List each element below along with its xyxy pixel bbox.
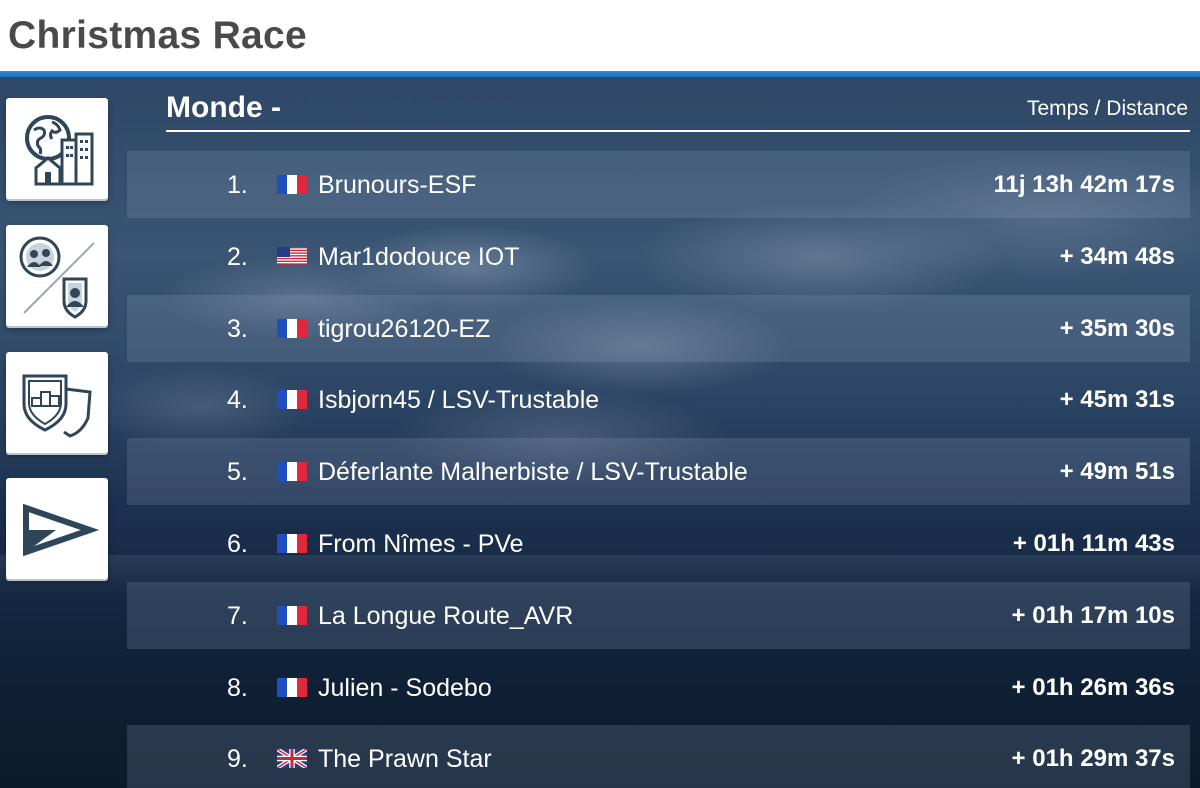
- rank-number: 8.: [227, 673, 248, 702]
- flag-us-icon: [277, 246, 307, 266]
- rank-number: 5.: [227, 458, 248, 487]
- flag-fr-icon: [277, 677, 307, 697]
- table-row[interactable]: 7. La Longue Route_AVR + 01h 17m 10s: [127, 581, 1190, 649]
- race-time: + 35m 30s: [1059, 314, 1175, 342]
- race-time: + 45m 31s: [1059, 386, 1175, 414]
- rank-number: 7.: [227, 601, 248, 630]
- table-row[interactable]: 8. Julien - Sodebo + 01h 26m 36s: [127, 654, 1190, 721]
- globe-city-icon: [25, 115, 94, 186]
- sidebar-button-race[interactable]: [6, 478, 108, 579]
- skipper-name: La Longue Route_AVR: [318, 601, 574, 630]
- sky-sea-background: [0, 77, 1200, 788]
- skipper-name: Isbjorn45 / LSV-Trustable: [318, 386, 600, 415]
- table-row[interactable]: 9. The Prawn Star + 01h 29m 37s: [127, 725, 1190, 788]
- race-time: 11j 13h 42m 17s: [993, 171, 1175, 198]
- leaderboard-header: Monde - 25 142 skippers Temps / Distance: [166, 88, 1190, 132]
- rank-number: 3.: [227, 314, 248, 343]
- table-row[interactable]: 5. Déferlante Malherbiste / LSV-Trustabl…: [127, 438, 1190, 506]
- horizon: [0, 555, 1200, 595]
- skipper-name: From Nîmes - PVe: [318, 530, 524, 558]
- sidebar-button-friends-team[interactable]: [6, 225, 108, 326]
- sort-mode-label[interactable]: Temps / Distance: [1026, 97, 1188, 120]
- leaderboard-scope: Monde -: [166, 91, 290, 124]
- rank-number: 1.: [227, 171, 248, 199]
- flag-fr-icon: [277, 534, 307, 553]
- rank-number: 6.: [227, 530, 248, 558]
- skipper-name: Déferlante Malherbiste / LSV-Trustable: [318, 458, 748, 487]
- race-time: + 34m 48s: [1059, 242, 1175, 270]
- race-time: + 01h 29m 37s: [1011, 745, 1175, 773]
- leaderboard-title: Monde - 25 142 skippers: [166, 91, 513, 125]
- sidebar-button-ranking[interactable]: [6, 352, 108, 453]
- skipper-name: Brunours-ESF: [318, 171, 477, 199]
- skipper-name: tigrou26120-EZ: [318, 314, 491, 343]
- podium-shield-icon: [22, 374, 92, 438]
- race-time: + 01h 26m 36s: [1011, 673, 1175, 701]
- race-time: + 01h 11m 43s: [1012, 530, 1175, 557]
- skipper-count: 25 142 skippers: [289, 91, 513, 124]
- skipper-name: Julien - Sodebo: [318, 673, 492, 702]
- rank-number: 2.: [227, 242, 248, 271]
- table-row[interactable]: 3. tigrou26120-EZ + 35m 30s: [127, 294, 1190, 362]
- table-row[interactable]: 4. Isbjorn45 / LSV-Trustable + 45m 31s: [127, 366, 1190, 433]
- header-accent-line: [0, 71, 1200, 77]
- race-time: + 49m 51s: [1059, 458, 1175, 486]
- race-flag-icon: [23, 503, 100, 557]
- sidebar-button-world[interactable]: [6, 98, 108, 199]
- friends-team-icon: [19, 236, 95, 319]
- rank-number: 4.: [227, 386, 248, 415]
- skipper-name: Mar1dodouce IOT: [318, 242, 520, 271]
- flag-fr-icon: [277, 462, 307, 482]
- flag-fr-icon: [277, 175, 307, 194]
- flag-fr-icon: [277, 318, 307, 338]
- flag-fr-icon: [277, 390, 307, 410]
- app-header: Christmas Race: [0, 0, 1200, 72]
- rank-number: 9.: [227, 745, 248, 774]
- flag-gb-icon: [277, 749, 307, 769]
- table-row[interactable]: 1. Brunours-ESF 11j 13h 42m 17s: [127, 151, 1190, 218]
- flag-fr-icon: [277, 605, 307, 625]
- table-row[interactable]: 6. From Nîmes - PVe + 01h 11m 43s: [127, 510, 1190, 577]
- table-row[interactable]: 2. Mar1dodouce IOT + 34m 48s: [127, 223, 1190, 290]
- page-title: Christmas Race: [8, 14, 308, 57]
- skipper-name: The Prawn Star: [318, 745, 492, 774]
- race-time: + 01h 17m 10s: [1011, 601, 1175, 629]
